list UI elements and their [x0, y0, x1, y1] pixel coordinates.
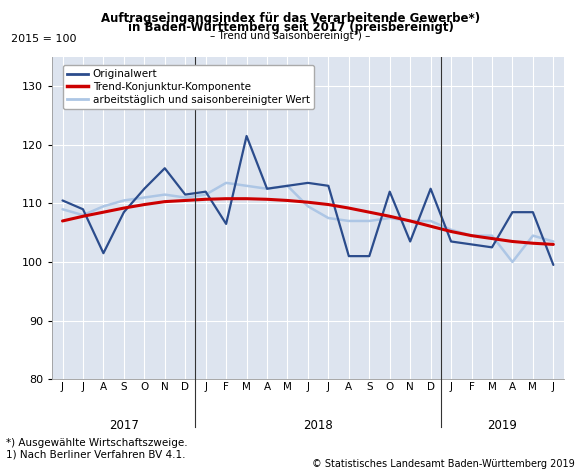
Text: Auftragseingangsindex für das Verarbeitende Gewerbe*): Auftragseingangsindex für das Verarbeite…: [101, 12, 480, 25]
Text: 2017: 2017: [109, 419, 139, 432]
Text: 1) Nach Berliner Verfahren BV 4.1.: 1) Nach Berliner Verfahren BV 4.1.: [6, 450, 185, 460]
Legend: Originalwert, Trend-Konjunktur-Komponente, arbeitstäglich und saisonbereinigter : Originalwert, Trend-Konjunktur-Komponent…: [63, 65, 314, 109]
Text: – Trend und saisonbereinigt¹) –: – Trend und saisonbereinigt¹) –: [210, 31, 371, 41]
Text: in Baden-Württemberg seit 2017 (preisbereinigt): in Baden-Württemberg seit 2017 (preisber…: [128, 21, 453, 34]
Text: © Statistisches Landesamt Baden-Württemberg 2019: © Statistisches Landesamt Baden-Württemb…: [313, 459, 575, 469]
Text: 2019: 2019: [487, 419, 517, 432]
Text: *) Ausgewählte Wirtschaftszweige.: *) Ausgewählte Wirtschaftszweige.: [6, 438, 188, 448]
Text: 2015 = 100: 2015 = 100: [12, 34, 77, 44]
Text: 2018: 2018: [303, 419, 333, 432]
